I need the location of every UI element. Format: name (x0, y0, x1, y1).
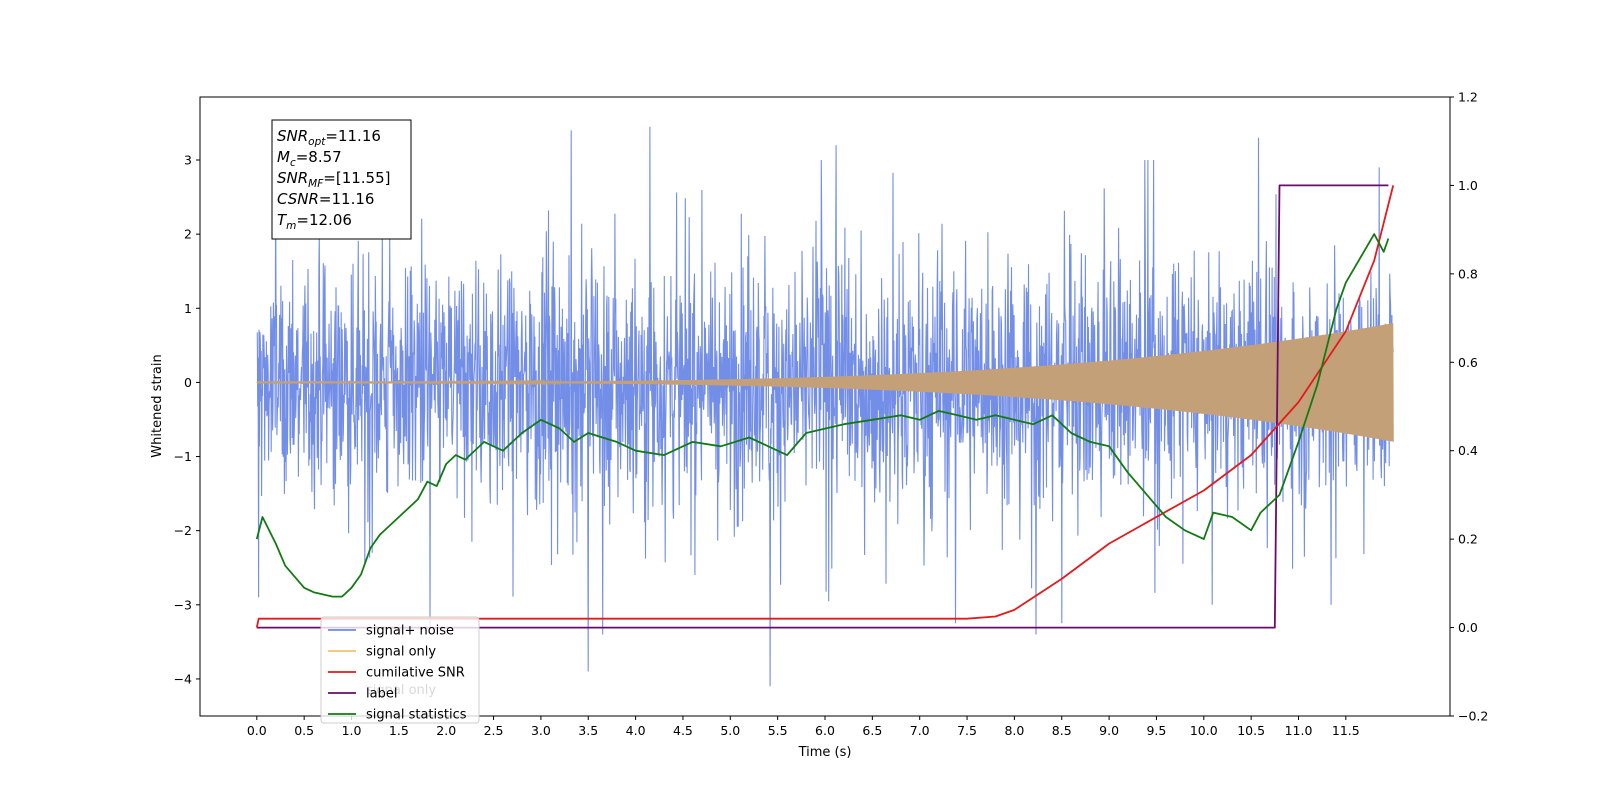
x-tick-label: 1.0 (342, 723, 362, 738)
x-tick-label: 3.5 (578, 723, 598, 738)
y2-tick-label: 0.0 (1458, 620, 1478, 635)
x-tick-label: 9.5 (1146, 723, 1166, 738)
x-tick-label: 6.5 (862, 723, 882, 738)
x-tick-label: 10.0 (1190, 723, 1218, 738)
x-tick-label: 1.5 (389, 723, 409, 738)
stats-line: CSNR=11.16 (277, 190, 374, 208)
legend-label: signal+ noise (366, 624, 454, 639)
y-tick-label: −3 (174, 597, 192, 612)
x-tick-label: 4.0 (626, 723, 646, 738)
legend-ghost-label: signal only (366, 683, 436, 698)
x-tick-label: 5.0 (720, 723, 740, 738)
x-axis-label: Time (s) (798, 745, 852, 760)
y-tick-label: 3 (184, 153, 192, 168)
stats-line: Mc=8.57 (277, 148, 342, 169)
legend-label: signal only (366, 645, 436, 660)
legend[interactable]: signal only signal+ noise signal only cumi… (320, 616, 480, 724)
x-tick-label: 0.0 (247, 723, 267, 738)
legend-label: cumilative SNR (366, 666, 465, 681)
stats-box: SNRopt=11.16Mc=8.57SNRMF=[11.55]CSNR=11.… (271, 119, 412, 240)
y2-tick-label: 0.6 (1458, 355, 1478, 370)
y2-tick-label: 0.8 (1458, 266, 1478, 281)
x-tick-label: 7.5 (957, 723, 977, 738)
y-tick-label: 0 (184, 375, 192, 390)
legend-label: signal statistics (366, 708, 467, 723)
stats-line: SNRMF=[11.55] (277, 169, 391, 190)
legend-frame (320, 616, 480, 724)
stats-line: Tm=12.06 (277, 211, 352, 232)
legend-label: label (366, 687, 397, 702)
legend-entries: signal+ noise signal only cumilative SNR la… (328, 624, 467, 723)
x-axis: 0.0 0.5 1.0 1.5 2.0 2.5 3.0 3.5 4.0 4.5 5.0 5.5 6.0 6… (247, 716, 1360, 738)
y2-tick-label: 1.2 (1458, 90, 1478, 105)
x-tick-label: 8.5 (1052, 723, 1072, 738)
x-tick-label: 9.0 (1099, 723, 1119, 738)
x-tick-label: 2.0 (436, 723, 456, 738)
x-tick-label: 2.5 (484, 723, 504, 738)
y2-tick-label: 0.4 (1458, 443, 1478, 458)
stats-box-frame (271, 119, 412, 240)
y-tick-label: 2 (184, 227, 192, 242)
x-tick-label: 0.5 (294, 723, 314, 738)
series-signal-statistics (255, 233, 1390, 598)
stats-box-lines: SNRopt=11.16Mc=8.57SNRMF=[11.55]CSNR=11.… (277, 127, 391, 232)
series-signal-plus-noise (256, 126, 1394, 687)
x-tick-label: 11.0 (1285, 723, 1313, 738)
series-signal-only (256, 323, 1394, 442)
x-tick-label: 7.0 (910, 723, 930, 738)
series-cumilative-snr (255, 185, 1395, 628)
y-tick-label: −4 (174, 671, 192, 686)
x-tick-label: 3.0 (531, 723, 551, 738)
x-tick-label: 6.0 (815, 723, 835, 738)
x-tick-label: 11.5 (1332, 723, 1360, 738)
y2-tick-label: 0.2 (1458, 532, 1478, 547)
y-axis-label: Whitened strain (150, 354, 165, 457)
series-layer (255, 126, 1395, 687)
series-label (256, 184, 1389, 629)
y2-tick-label: 1.0 (1458, 178, 1478, 193)
x-tick-label: 8.0 (1004, 723, 1024, 738)
y2-tick-label: −0.2 (1458, 709, 1488, 724)
y-axis-right: 1.2 1.0 0.8 0.6 0.4 0.2 0.0 −0.2 (1450, 90, 1488, 724)
stats-line: SNRopt=11.16 (277, 127, 381, 148)
y-axis-left: 3 2 1 0 −1 −2 −3 −4 (174, 153, 200, 686)
x-tick-label: 4.5 (673, 723, 693, 738)
y-tick-label: −1 (174, 449, 192, 464)
x-tick-label: 5.5 (768, 723, 788, 738)
y-tick-label: −2 (174, 523, 192, 538)
y-tick-label: 1 (184, 301, 192, 316)
x-tick-label: 10.5 (1237, 723, 1265, 738)
